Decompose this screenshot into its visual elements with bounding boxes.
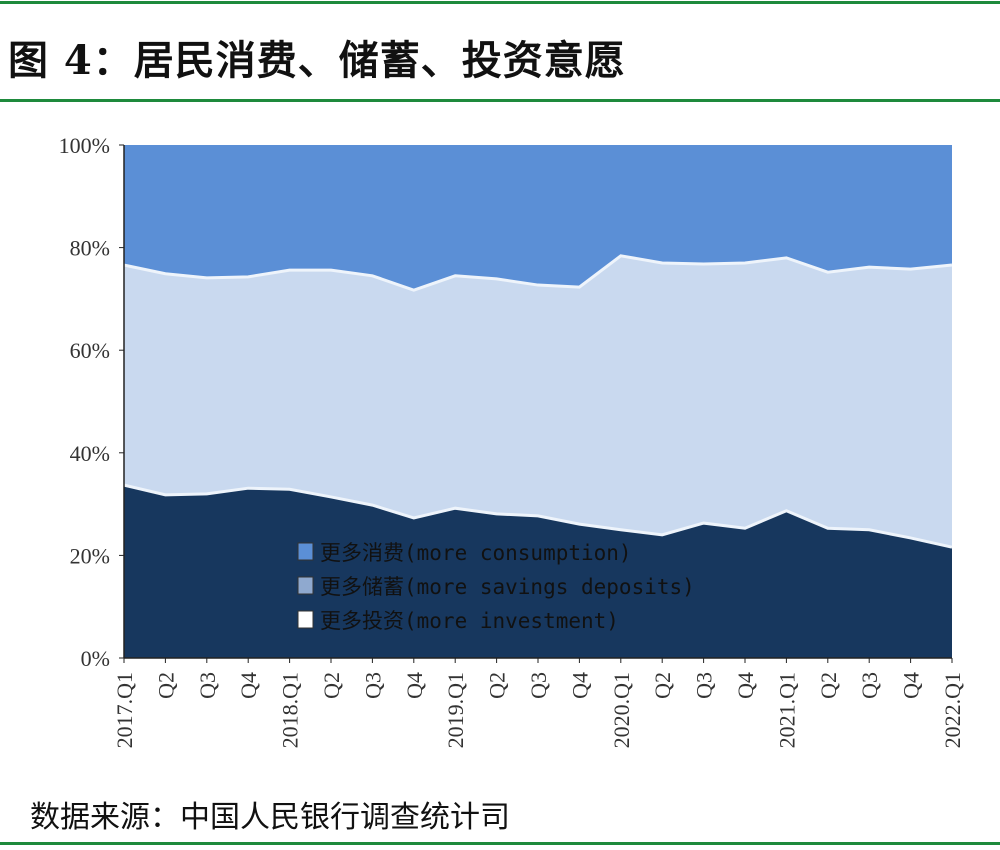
x-tick-label: 2018.Q1	[278, 672, 303, 748]
x-tick-label: Q3	[526, 672, 551, 699]
y-tick-label: 40%	[70, 441, 110, 466]
boundary-line-0	[123, 483, 953, 549]
x-tick-label: Q2	[319, 672, 344, 699]
y-tick-label: 20%	[70, 543, 110, 568]
x-tick-label: Q4	[236, 672, 261, 699]
x-tick-label: Q4	[402, 672, 427, 699]
x-tick-label: 2017.Q1	[112, 672, 137, 748]
data-source: 数据来源：中国人民银行调查统计司	[30, 800, 510, 835]
x-tick-label: 2020.Q1	[609, 672, 634, 748]
x-tick-label: Q2	[485, 672, 510, 699]
x-tick-label: Q3	[692, 672, 717, 699]
legend-label: 更多投资(more investment)	[320, 609, 619, 633]
x-tick-label: Q3	[195, 672, 220, 699]
y-tick-label: 100%	[59, 133, 110, 158]
x-tick-label: Q4	[567, 672, 592, 699]
legend-swatch	[297, 542, 314, 561]
x-tick-label: Q2	[650, 672, 675, 699]
x-tick-label: Q2	[816, 672, 841, 699]
x-tick-label: 2021.Q1	[774, 672, 799, 748]
legend-swatch	[297, 610, 314, 629]
area-series-2	[124, 145, 952, 291]
boundary-line-1	[123, 254, 953, 292]
x-tick-label: Q3	[857, 672, 882, 699]
legend-label: 更多消费(more consumption)	[320, 541, 632, 565]
x-tick-label: Q2	[153, 672, 178, 699]
figure-title: 图 4：居民消费、储蓄、投资意愿	[8, 37, 626, 84]
x-tick-label: Q4	[733, 672, 758, 699]
x-tick-label: Q4	[899, 672, 924, 699]
title-rule	[0, 99, 1000, 102]
legend-swatch	[297, 576, 314, 595]
top-rule	[0, 1, 1000, 4]
y-tick-label: 0%	[81, 646, 110, 671]
x-tick-label: 2022.Q1	[940, 672, 965, 748]
y-tick-label: 60%	[70, 338, 110, 363]
y-tick-label: 80%	[70, 236, 110, 261]
legend-label: 更多储蓄(more savings deposits)	[320, 575, 695, 599]
area-series-1	[124, 255, 952, 548]
x-tick-label: 2019.Q1	[443, 672, 468, 748]
x-tick-label: Q3	[360, 672, 385, 699]
bottom-rule	[0, 842, 1000, 845]
